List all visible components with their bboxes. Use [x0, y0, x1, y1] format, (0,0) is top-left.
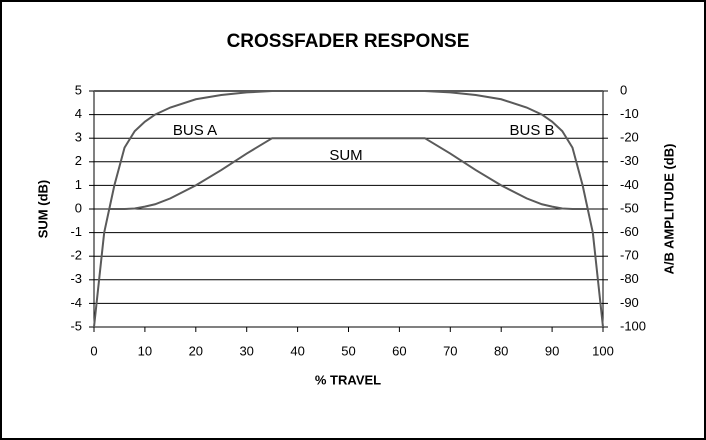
- x-tick-label: 80: [494, 343, 508, 358]
- series-line: [109, 137, 588, 210]
- y-tick-label: -2: [70, 248, 82, 263]
- series-line: [94, 90, 604, 328]
- y2-tick-label: -30: [620, 153, 639, 168]
- y-tick-label: 0: [75, 200, 82, 215]
- x-tick-label: 70: [443, 343, 457, 358]
- y-tick-label: 4: [75, 106, 82, 121]
- y2-tick-label: -60: [620, 224, 639, 239]
- y-tick-label: -3: [70, 271, 82, 286]
- y2-tick-label: -90: [620, 295, 639, 310]
- y2-tick-label: 0: [620, 82, 627, 97]
- x-tick-label: 30: [239, 343, 253, 358]
- x-tick-label: 90: [545, 343, 559, 358]
- x-tick-label: 100: [592, 343, 614, 358]
- x-tick-label: 20: [189, 343, 203, 358]
- y2-tick-label: -10: [620, 106, 639, 121]
- x-tick-label: 10: [138, 343, 152, 358]
- y-tick-label: 5: [75, 82, 82, 97]
- series-label: BUS B: [509, 122, 554, 139]
- y-axis-label: SUM (dB): [35, 180, 50, 239]
- y-tick-label: -4: [70, 295, 82, 310]
- y2-axis-label: A/B AMPLITUDE (dB): [661, 144, 676, 275]
- chart-title: CROSSFADER RESPONSE: [227, 31, 470, 52]
- y2-tick-label: -80: [620, 271, 639, 286]
- y2-tick-label: -50: [620, 200, 639, 215]
- y-tick-label: -1: [70, 224, 82, 239]
- y-tick-label: 1: [75, 177, 82, 192]
- x-axis-label: % TRAVEL: [315, 372, 381, 387]
- y2-tick-label: -100: [620, 318, 646, 333]
- x-tick-label: 60: [392, 343, 406, 358]
- y2-tick-label: -40: [620, 177, 639, 192]
- x-tick-label: 40: [290, 343, 304, 358]
- y2-tick-label: -70: [620, 248, 639, 263]
- series-label: BUS A: [173, 122, 217, 139]
- y-tick-label: 3: [75, 130, 82, 145]
- x-tick-label: 50: [341, 343, 355, 358]
- x-tick-label: 0: [90, 343, 97, 358]
- y2-tick-label: -20: [620, 130, 639, 145]
- y-tick-label: -5: [70, 318, 82, 333]
- series-label: SUM: [329, 147, 362, 164]
- y-tick-label: 2: [75, 153, 82, 168]
